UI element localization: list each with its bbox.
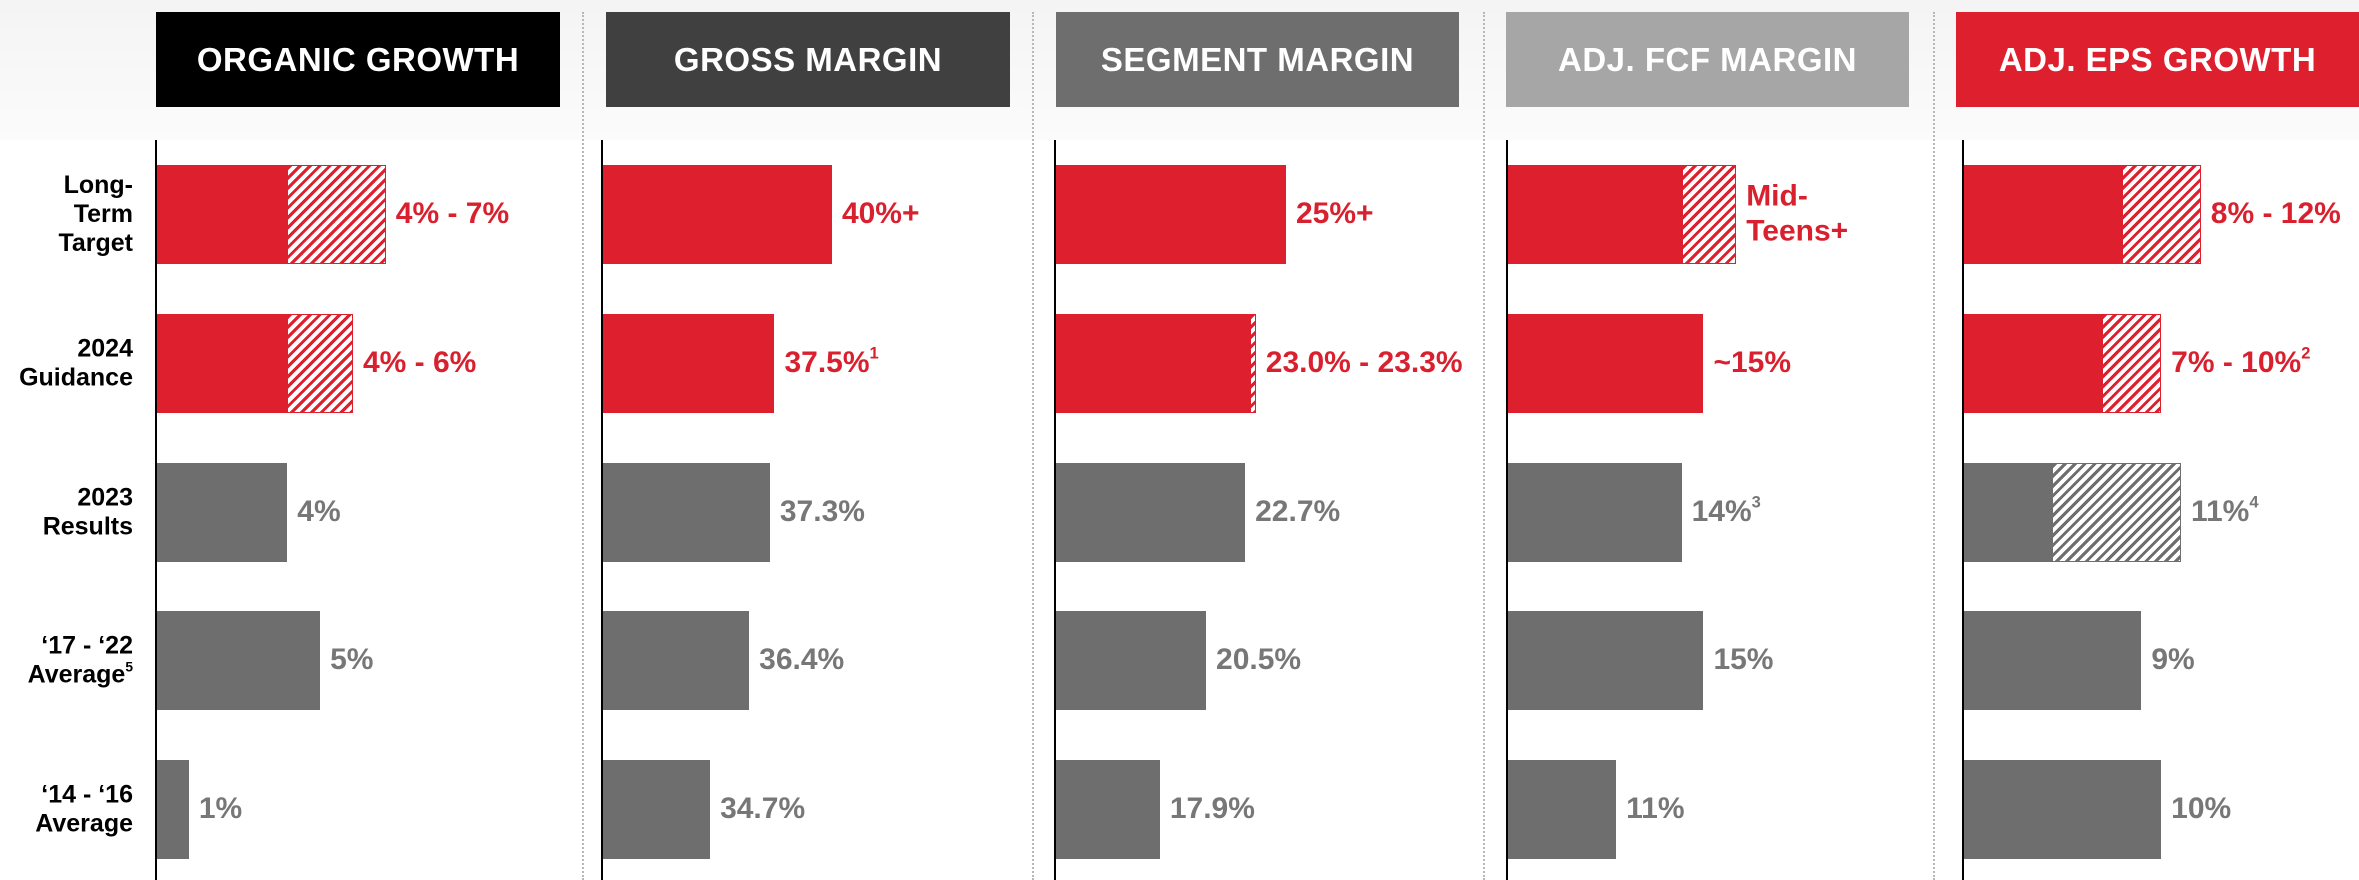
panel-separator xyxy=(1483,12,1485,880)
value-label: 9% xyxy=(2151,642,2195,676)
value-label: 37.5%1 xyxy=(784,344,879,379)
bar xyxy=(602,462,770,562)
bar xyxy=(156,164,288,264)
panel-header: ADJ. FCF MARGIN xyxy=(1506,12,1909,107)
bar xyxy=(1507,164,1682,264)
bar xyxy=(1055,164,1286,264)
value-label: 4% - 6% xyxy=(362,345,477,379)
panel-header: ADJ. EPS GROWTH xyxy=(1956,12,2359,107)
value-label: 4% - 7% xyxy=(395,196,510,230)
value-label: 17.9% xyxy=(1169,791,1255,825)
panel-separator xyxy=(1933,12,1935,880)
value-label: ~15% xyxy=(1713,345,1792,379)
footnote-marker: 5 xyxy=(125,659,133,674)
bar-range xyxy=(1681,164,1737,264)
value-label: 37.3% xyxy=(779,494,865,528)
value-label: 1% xyxy=(198,791,243,825)
bar xyxy=(1507,610,1704,710)
row-label: ‘17 - ‘22 Average5 xyxy=(27,631,133,688)
bar xyxy=(1507,759,1617,859)
bar xyxy=(156,759,189,859)
bar-range xyxy=(2101,313,2162,413)
bar xyxy=(1963,610,2142,710)
bar xyxy=(1963,313,2102,413)
bar xyxy=(1055,462,1246,562)
footnote-marker: 1 xyxy=(869,344,879,363)
bar xyxy=(1055,610,1207,710)
axis-line xyxy=(1054,140,1056,880)
bar xyxy=(156,313,288,413)
footnote-marker: 4 xyxy=(2249,493,2259,512)
value-label: 10% xyxy=(2171,791,2232,825)
bar-range xyxy=(1250,313,1256,413)
value-label: 11% xyxy=(1626,791,1685,825)
value-label: 34.7% xyxy=(720,791,806,825)
value-label: 36.4% xyxy=(759,642,845,676)
bar-range xyxy=(2052,462,2181,562)
axis-line xyxy=(601,140,603,880)
value-label: 20.5% xyxy=(1216,642,1302,676)
bar xyxy=(1963,164,2122,264)
panel-header: ORGANIC GROWTH xyxy=(156,12,560,107)
row-label: Long-Term Target xyxy=(58,170,133,257)
bar xyxy=(1963,462,2053,562)
bar xyxy=(602,164,832,264)
axis-line xyxy=(1962,140,1964,880)
value-label: 14%3 xyxy=(1691,493,1761,528)
value-label: 8% - 12% xyxy=(2210,196,2341,230)
value-label: 23.0% - 23.3% xyxy=(1265,345,1463,379)
bar xyxy=(1507,313,1704,413)
panel-header: GROSS MARGIN xyxy=(606,12,1010,107)
bar xyxy=(602,759,711,859)
bar-range xyxy=(287,164,386,264)
bar-range xyxy=(287,313,353,413)
value-label: 4% xyxy=(297,494,341,528)
bar xyxy=(1963,759,2162,859)
bar xyxy=(602,313,775,413)
footnote-marker: 2 xyxy=(2301,344,2311,363)
panel-header: SEGMENT MARGIN xyxy=(1056,12,1459,107)
value-label: 22.7% xyxy=(1255,494,1341,528)
value-label: 15% xyxy=(1713,642,1774,676)
footnote-marker: 3 xyxy=(1751,493,1761,512)
axis-line xyxy=(1506,140,1508,880)
bar xyxy=(602,610,750,710)
row-label: 2023 Results xyxy=(42,483,133,540)
bar xyxy=(156,610,321,710)
bar xyxy=(1055,759,1160,859)
row-label: 2024 Guidance xyxy=(19,334,133,391)
value-label: 7% - 10%2 xyxy=(2171,344,2311,379)
value-label: Mid-Teens+ xyxy=(1746,179,1849,248)
panel-separator xyxy=(1032,12,1034,880)
bar-range xyxy=(2121,164,2201,264)
value-label: 25%+ xyxy=(1295,196,1374,230)
value-label: 40%+ xyxy=(841,196,920,230)
bar xyxy=(1055,313,1251,413)
axis-line xyxy=(155,140,157,880)
bar xyxy=(156,462,288,562)
value-label: 5% xyxy=(330,642,374,676)
value-label: 11%4 xyxy=(2190,493,2259,528)
bar xyxy=(1507,462,1682,562)
row-label: ‘14 - ‘16 Average xyxy=(35,780,133,837)
panel-separator xyxy=(582,12,584,880)
